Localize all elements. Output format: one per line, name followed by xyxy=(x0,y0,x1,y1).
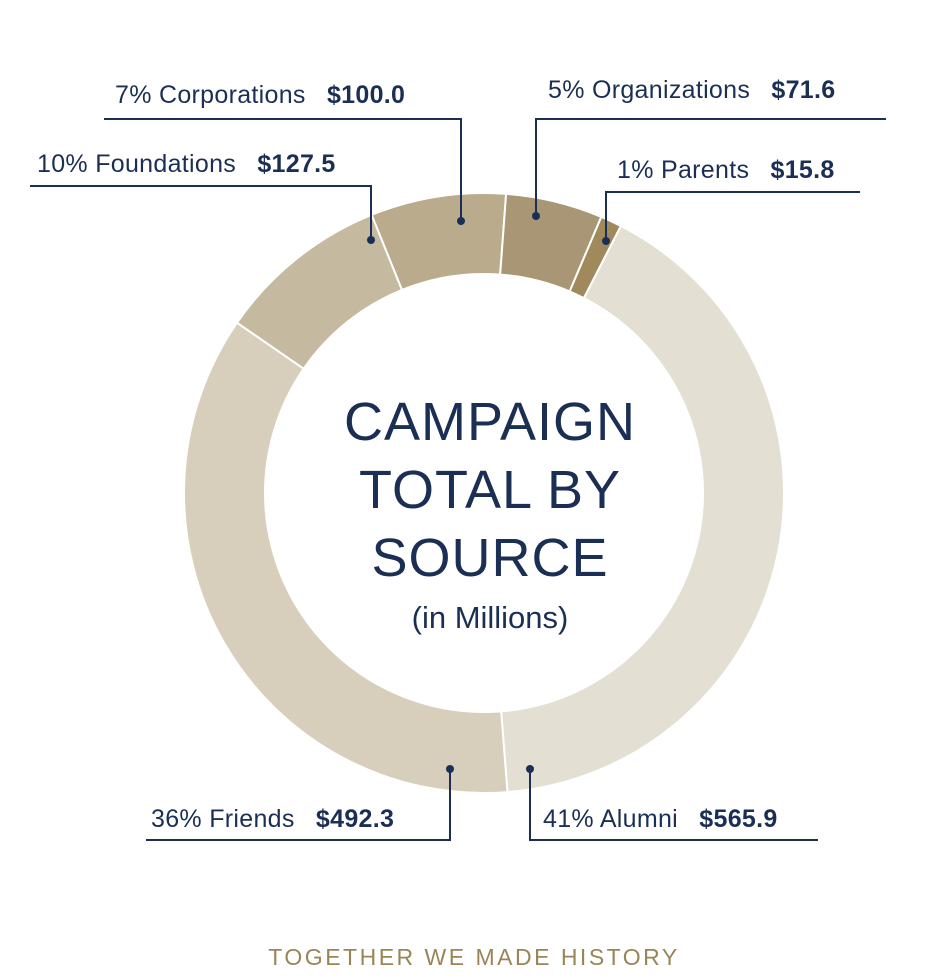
chart-center-title: CAMPAIGN TOTAL BY SOURCE (in Millions) xyxy=(300,388,680,636)
donut-slices xyxy=(183,192,785,794)
slice-pct: 41% xyxy=(543,805,594,833)
leader-line-corporations xyxy=(104,118,462,221)
slice-label-corporations: 7% Corporations $100.0 xyxy=(115,81,405,110)
leader-dot-organizations xyxy=(532,212,540,220)
chart-title-line-3: SOURCE xyxy=(371,528,609,588)
slice-name: Corporations xyxy=(158,81,306,109)
slice-amount: $492.3 xyxy=(315,805,395,833)
slice-label-friends: 36% Friends $492.3 xyxy=(151,805,394,834)
slice-pct: 10% xyxy=(37,150,88,178)
leader-line-foundations xyxy=(30,185,372,240)
slice-name: Alumni xyxy=(599,805,679,833)
slice-label-alumni: 41% Alumni $565.9 xyxy=(543,805,778,834)
slice-name: Foundations xyxy=(95,150,237,178)
slice-friends xyxy=(183,321,509,794)
slice-pct: 36% xyxy=(151,805,202,833)
slice-amount: $565.9 xyxy=(699,805,778,833)
leader-line-parents xyxy=(605,191,860,241)
slice-amount: $127.5 xyxy=(257,150,336,178)
chart-title-line-1: CAMPAIGN xyxy=(343,392,637,452)
slice-label-parents: 1% Parents $15.8 xyxy=(617,156,835,185)
footer-tagline: TOGETHER WE MADE HISTORY xyxy=(268,944,680,970)
leader-dot-corporations xyxy=(457,217,465,225)
slice-label-organizations: 5% Organizations $71.6 xyxy=(548,76,835,105)
slice-pct: 1% xyxy=(617,156,654,184)
slice-pct: 5% xyxy=(548,76,585,104)
leader-line-friends xyxy=(146,769,451,841)
leader-dot-foundations xyxy=(367,236,375,244)
leader-line-alumni xyxy=(529,769,818,841)
slice-amount: $15.8 xyxy=(770,156,835,184)
leader-line-organizations xyxy=(535,118,886,216)
slice-name: Organizations xyxy=(591,76,751,104)
slice-amount: $100.0 xyxy=(326,81,406,109)
chart-subtitle: (in Millions) xyxy=(411,600,569,635)
label-leader-lines xyxy=(30,118,886,841)
chart-title-line-2: TOTAL BY xyxy=(358,460,622,520)
slice-name: Friends xyxy=(209,805,295,833)
slice-alumni xyxy=(500,224,785,794)
leader-dot-alumni xyxy=(526,765,534,773)
slice-label-foundations: 10% Foundations $127.5 xyxy=(37,150,336,179)
leader-dot-friends xyxy=(446,765,454,773)
slice-name: Parents xyxy=(660,156,750,184)
slice-pct: 7% xyxy=(115,81,152,109)
slice-amount: $71.6 xyxy=(771,76,836,104)
leader-dot-parents xyxy=(602,237,610,245)
